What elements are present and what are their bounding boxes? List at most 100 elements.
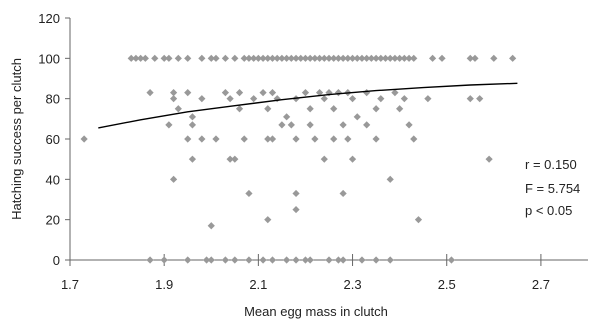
data-point [207, 222, 215, 230]
data-point [315, 54, 324, 62]
data-point [259, 256, 267, 264]
data-point [268, 256, 277, 264]
y-tick-label: 60 [46, 132, 60, 147]
data-point [292, 256, 300, 264]
data-point [377, 54, 385, 62]
data-point [174, 54, 182, 62]
y-axis-title: Hatching success per clutch [9, 58, 24, 220]
data-point [264, 54, 272, 62]
data-point [344, 135, 352, 143]
data-point [226, 95, 234, 103]
data-point [184, 135, 192, 143]
data-point [221, 256, 229, 264]
x-tick-label: 1.7 [61, 277, 79, 292]
data-point [311, 135, 319, 143]
data-point [334, 256, 343, 264]
data-point [330, 54, 338, 62]
y-tick-label: 120 [38, 11, 60, 26]
data-point [165, 54, 173, 62]
data-point [386, 256, 394, 264]
data-point [410, 54, 418, 62]
data-point [348, 95, 357, 103]
data-point [400, 54, 408, 62]
data-point [184, 89, 192, 97]
data-point [198, 54, 206, 62]
data-point [363, 121, 371, 129]
x-tick-label: 2.5 [438, 277, 456, 292]
y-tick-label: 20 [46, 213, 60, 228]
data-point [283, 54, 291, 62]
data-point [250, 54, 258, 62]
data-point [330, 135, 338, 143]
data-point [353, 113, 361, 121]
data-point [127, 54, 135, 62]
data-point [339, 256, 347, 264]
data-point [221, 89, 229, 97]
data-point [259, 54, 267, 62]
data-point [292, 205, 300, 214]
data-point [268, 54, 277, 62]
data-point [188, 155, 197, 163]
data-point [363, 89, 371, 97]
data-point [386, 54, 394, 62]
data-point [264, 105, 272, 113]
stat-f: F = 5.754 [525, 181, 580, 196]
x-tick-label: 2.1 [249, 277, 267, 292]
data-point [212, 54, 220, 62]
data-point [372, 105, 380, 113]
data-point [235, 89, 244, 97]
data-point [240, 135, 248, 143]
data-point [292, 189, 300, 198]
data-point [188, 121, 197, 129]
data-point [348, 155, 357, 163]
data-point [292, 54, 300, 62]
data-point [264, 216, 272, 224]
data-point [466, 95, 474, 103]
data-point [339, 189, 347, 198]
y-tick-label: 80 [46, 92, 60, 107]
data-point [141, 54, 149, 62]
data-point [151, 54, 159, 62]
data-point [372, 256, 380, 264]
data-point [184, 54, 192, 62]
data-point [396, 54, 404, 62]
data-point [207, 256, 215, 264]
data-point [429, 54, 437, 62]
data-point [132, 54, 140, 62]
data-point [231, 54, 239, 62]
data-point [273, 54, 281, 62]
data-point [245, 256, 253, 264]
y-tick-label: 0 [53, 253, 60, 268]
data-point [320, 95, 328, 103]
data-point [306, 256, 314, 264]
data-point [339, 54, 347, 62]
data-point [198, 95, 206, 103]
data-point [438, 54, 446, 62]
data-point [301, 256, 310, 264]
data-point [165, 121, 173, 129]
data-point [339, 121, 347, 129]
data-point [259, 89, 267, 97]
data-point [202, 256, 211, 264]
data-point [381, 54, 390, 62]
data-point [283, 256, 291, 264]
data-point [250, 95, 258, 103]
data-point [485, 155, 493, 163]
trend-line [98, 82, 518, 129]
data-point [509, 54, 517, 62]
data-point [146, 89, 154, 97]
data-point [471, 54, 479, 62]
data-point [391, 54, 399, 62]
data-point [306, 121, 314, 129]
y-tick-label: 100 [38, 51, 60, 66]
data-point [306, 105, 314, 113]
data-point [174, 105, 182, 113]
data-point [297, 54, 305, 62]
data-point [372, 54, 380, 62]
data-point [137, 54, 145, 62]
data-point [400, 95, 408, 103]
stat-r: r = 0.150 [525, 157, 577, 172]
data-point [367, 54, 375, 62]
data-point [358, 54, 366, 62]
